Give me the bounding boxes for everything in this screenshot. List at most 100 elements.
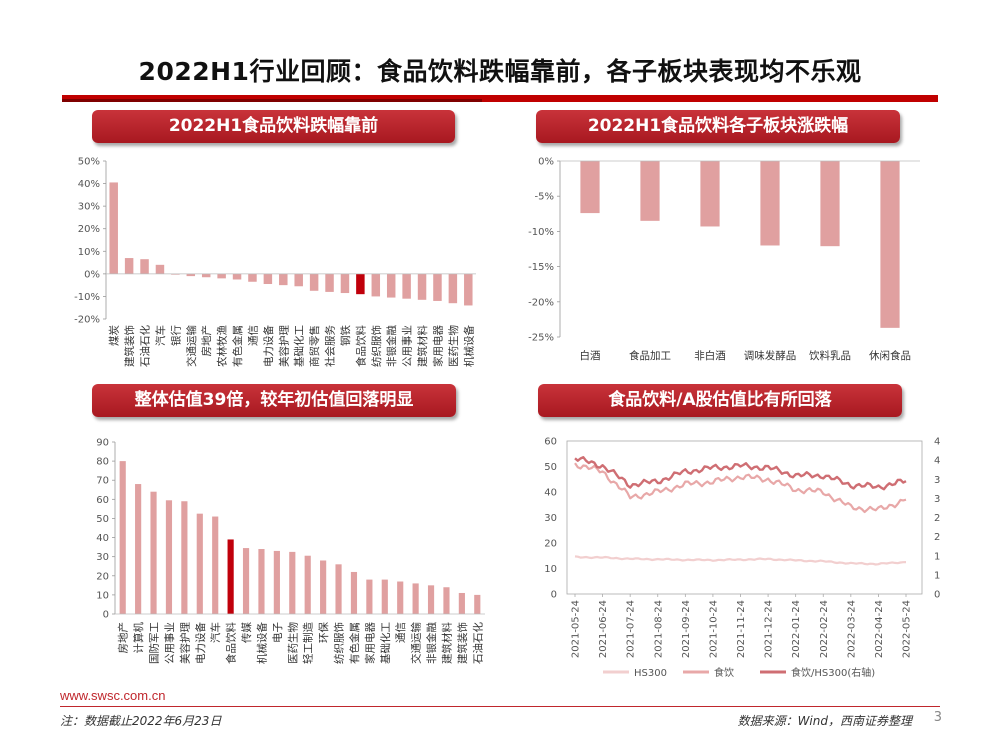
title-rule: [62, 95, 938, 102]
bar-基础化工: [381, 579, 388, 614]
y-tick-label: -20%: [528, 297, 554, 308]
bar-煤炭: [109, 182, 118, 274]
legend-label: 食饮/HS300(右轴): [791, 666, 875, 679]
x-tick-label: 食品饮料: [354, 325, 367, 367]
y-tick-label: 50: [96, 514, 109, 525]
bar-有色金属: [350, 571, 358, 614]
left-y-tick-label: 50: [544, 462, 557, 473]
x-tick-label: 非白酒: [694, 349, 726, 362]
x-tick-label: 饮料乳品: [809, 349, 851, 362]
x-tick-label: 建筑材料: [440, 622, 453, 664]
y-tick-label: -10%: [528, 227, 554, 238]
bar-食品加工: [640, 161, 660, 221]
y-tick-label: 80: [96, 457, 109, 468]
data-source: 数据来源：Wind，西南证券整理: [737, 714, 912, 728]
y-tick-label: 30%: [78, 202, 100, 213]
bar-国防军工: [150, 491, 157, 614]
industry-returns-chart: 50% 40% 30% 20% 10% 0% -10% -20% 煤炭 建筑装饰 石油石化 汽车 银行交…: [74, 157, 476, 367]
x-tick-label: 汽车: [154, 325, 167, 346]
x-tick-label: 2021-11-24: [736, 600, 747, 658]
series-line-0: [574, 555, 907, 566]
bar-白酒: [580, 161, 600, 214]
bar-非白酒: [700, 161, 720, 227]
bar-电力设备: [263, 273, 273, 285]
x-tick-label: 电子: [271, 622, 284, 643]
y-tick-label: -15%: [528, 262, 554, 273]
x-tick-label: 轻工制造: [302, 622, 315, 664]
x-tick-label: 2022-02-24: [819, 600, 830, 658]
right-y-tick-label: 3: [934, 494, 940, 505]
bar-机械设备: [464, 273, 473, 306]
x-tick-label: 2022-05-24: [902, 600, 913, 658]
x-tick-label: 2022-03-24: [846, 600, 857, 658]
x-tick-label: 医药生物: [286, 622, 299, 664]
bar-钢铁: [340, 273, 350, 294]
bar-公用事业: [165, 500, 173, 614]
x-tick-label: 传媒: [240, 622, 253, 643]
x-tick-label: 环保: [317, 622, 330, 643]
y-tick-label: 0%: [538, 157, 554, 168]
x-tick-label: 白酒: [580, 349, 601, 362]
right-y-tick-label: 4: [934, 437, 940, 448]
bar-汽车: [155, 264, 165, 274]
y-tick-label: -5%: [535, 192, 554, 203]
left-y-tick-label: 30: [544, 513, 557, 524]
x-tick-label: 2021-07-24: [626, 600, 637, 658]
x-tick-label: 2021-08-24: [653, 600, 664, 658]
bar-商贸零售: [309, 273, 319, 291]
right-y-tick-label: 3: [934, 475, 940, 486]
bar-农林牧渔: [217, 273, 226, 279]
y-tick-label: 70: [96, 476, 109, 487]
bar-房地产: [119, 461, 126, 614]
x-tick-label: 房地产: [200, 325, 213, 357]
x-tick-label: 石油石化: [471, 622, 484, 664]
x-tick-label: 社会服务: [324, 325, 337, 367]
left-y-tick-label: 40: [544, 488, 557, 499]
bar-环保: [320, 560, 327, 614]
bar-电力设备: [196, 513, 203, 614]
legend-label: HS300: [634, 668, 667, 679]
bar-纺织服饰: [371, 273, 381, 297]
x-tick-label: 通信: [395, 622, 407, 643]
bar-石油石化: [140, 259, 149, 274]
x-tick-label: 公用事业: [401, 325, 414, 367]
bar-社会服务: [325, 273, 334, 292]
x-tick-label: 2021-12-24: [764, 600, 775, 658]
x-tick-label: 美容护理: [178, 622, 191, 664]
bar-美容护理: [181, 501, 188, 614]
bar-计算机: [135, 484, 142, 614]
x-tick-label: 石油石化: [139, 325, 152, 367]
x-tick-label: 建筑材料: [416, 325, 429, 367]
page-number: 3: [933, 710, 942, 725]
series-line-2: [574, 456, 907, 491]
right-y-tick-label: 4: [934, 456, 940, 467]
bar-医药生物: [448, 273, 458, 304]
footer-url[interactable]: www.swsc.com.cn: [60, 688, 166, 703]
y-tick-label: 40: [96, 533, 109, 544]
bar-建筑材料: [417, 273, 427, 300]
x-tick-label: 非银金融: [385, 325, 398, 367]
x-tick-label: 有色金属: [231, 325, 244, 367]
x-tick-label: 建筑装饰: [456, 622, 469, 664]
y-tick-label: 0%: [84, 269, 100, 280]
left-y-tick-label: 0: [551, 590, 557, 601]
footer-rule: [60, 706, 940, 707]
x-tick-label: 2022-01-24: [791, 600, 802, 658]
x-tick-label: 银行: [169, 325, 182, 346]
x-tick-label: 建筑装饰: [123, 325, 136, 367]
x-tick-label: 计算机: [132, 622, 145, 654]
bar-食品饮料: [356, 273, 365, 295]
x-tick-label: 基础化工: [293, 325, 306, 367]
x-tick-label: 食品加工: [629, 349, 671, 362]
x-tick-label: 交通运输: [410, 622, 423, 664]
page-title: 2022H1行业回顾：食品饮料跌幅靠前，各子板块表现均不乐观: [138, 57, 862, 86]
x-tick-label: 机械设备: [255, 622, 268, 664]
plot-frame: [566, 440, 923, 595]
bar-轻工制造: [304, 555, 311, 614]
y-tick-label: 10%: [78, 247, 100, 258]
x-tick-label: 电力设备: [194, 622, 207, 664]
bar-家用电器: [433, 273, 442, 301]
right-y-tick-label: 1: [934, 551, 940, 562]
bar-石油石化: [474, 594, 481, 614]
bar-非银金融: [386, 273, 396, 298]
